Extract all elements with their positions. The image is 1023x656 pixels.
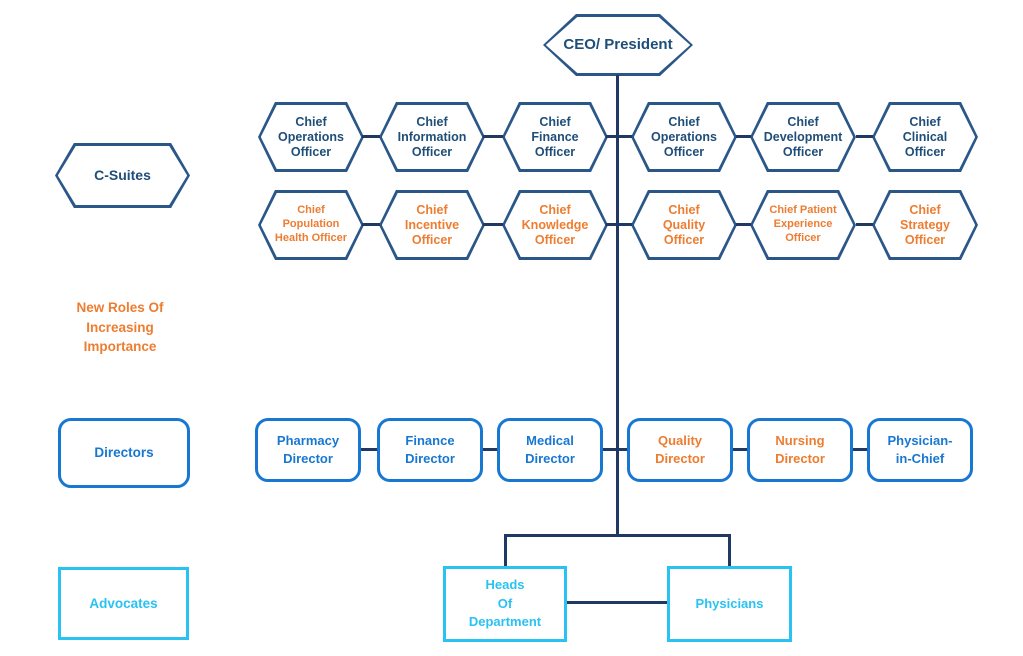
node-nursing-director: Nursing Director: [747, 418, 853, 482]
connector-drop-physicians: [728, 534, 731, 567]
connector-directors-3: [603, 448, 618, 451]
connector-row1-3: [606, 135, 618, 138]
hexagon-fill: [545, 16, 691, 74]
connector-row2-4: [617, 223, 632, 226]
hexagon-fill: [57, 145, 188, 206]
connector-row1-4: [617, 135, 632, 138]
connector-row1-1: [362, 135, 380, 138]
connector-directors-5: [733, 448, 747, 451]
node-chief-population-health-officer: Chief Population Health Officer: [258, 190, 364, 260]
node-label: Chief Population Health Officer: [274, 204, 348, 244]
hexagon-fill: [874, 192, 976, 258]
node-physicians: Physicians: [667, 566, 792, 642]
hexagon-fill: [504, 104, 606, 170]
connector-heads-physicians: [565, 601, 669, 604]
legend-directors: Directors: [58, 418, 190, 488]
hexagon-fill: [752, 192, 854, 258]
node-chief-operations-officer-2: Chief Operations Officer: [631, 102, 737, 172]
node-label: CEO/ President: [563, 36, 673, 53]
connector-row2-3: [606, 223, 618, 226]
node-quality-director: Quality Director: [627, 418, 733, 482]
node-label: Chief Strategy Officer: [899, 202, 951, 247]
connector-row1-2: [483, 135, 503, 138]
node-label: Chief Operations Officer: [651, 114, 717, 159]
hexagon-fill: [504, 192, 606, 258]
node-chief-quality-officer: Chief Quality Officer: [631, 190, 737, 260]
hexagon-fill: [381, 192, 483, 258]
connector-bottom-bar: [504, 534, 731, 537]
connector-row2-5: [736, 223, 751, 226]
connector-row2-6: [856, 223, 873, 226]
connector-directors-2: [483, 448, 497, 451]
connector-row2-2: [483, 223, 503, 226]
node-label: Chief Finance Officer: [531, 114, 579, 159]
connector-main-trunk: [616, 75, 619, 536]
node-chief-incentive-officer: Chief Incentive Officer: [379, 190, 485, 260]
hexagon-fill: [260, 192, 362, 258]
node-chief-information-officer: Chief Information Officer: [379, 102, 485, 172]
node-pharmacy-director: Pharmacy Director: [255, 418, 361, 482]
hexagon-fill: [381, 104, 483, 170]
hexagon-fill: [874, 104, 976, 170]
node-heads-of-department: Heads Of Department: [443, 566, 567, 642]
node-chief-clinical-officer: Chief Clinical Officer: [872, 102, 978, 172]
node-chief-finance-officer: Chief Finance Officer: [502, 102, 608, 172]
node-label: Chief Information Officer: [397, 114, 467, 159]
connector-directors-6: [853, 448, 867, 451]
node-chief-operations-officer-1: Chief Operations Officer: [258, 102, 364, 172]
node-label: Chief Development Officer: [763, 114, 843, 159]
connector-drop-heads: [504, 534, 507, 567]
connector-directors-4: [617, 448, 627, 451]
node-label: Chief Clinical Officer: [902, 114, 948, 159]
legend-advocates: Advocates: [58, 567, 189, 640]
node-physician-in-chief: Physician- in-Chief: [867, 418, 973, 482]
node-chief-patient-experience-officer: Chief Patient Experience Officer: [750, 190, 856, 260]
node-label: Chief Quality Officer: [662, 202, 706, 247]
node-finance-director: Finance Director: [377, 418, 483, 482]
legend-label: C-Suites: [94, 167, 151, 184]
connector-row1-6: [856, 135, 873, 138]
connector-row1-5: [736, 135, 751, 138]
node-chief-knowledge-officer: Chief Knowledge Officer: [502, 190, 608, 260]
hexagon-fill: [633, 104, 735, 170]
node-medical-director: Medical Director: [497, 418, 603, 482]
node-ceo-president: CEO/ President: [543, 14, 693, 76]
node-label: Chief Incentive Officer: [404, 202, 460, 247]
node-chief-strategy-officer: Chief Strategy Officer: [872, 190, 978, 260]
hexagon-fill: [260, 104, 362, 170]
hexagon-fill: [752, 104, 854, 170]
node-label: Chief Knowledge Officer: [521, 202, 589, 247]
node-label: Chief Operations Officer: [278, 114, 344, 159]
node-chief-development-officer: Chief Development Officer: [750, 102, 856, 172]
node-label: Chief Patient Experience Officer: [769, 204, 837, 244]
hexagon-fill: [633, 192, 735, 258]
connector-directors-1: [361, 448, 377, 451]
legend-new-roles: New Roles Of Increasing Importance: [76, 300, 164, 355]
legend-c-suites: C-Suites: [55, 143, 190, 208]
connector-row2-1: [362, 223, 380, 226]
